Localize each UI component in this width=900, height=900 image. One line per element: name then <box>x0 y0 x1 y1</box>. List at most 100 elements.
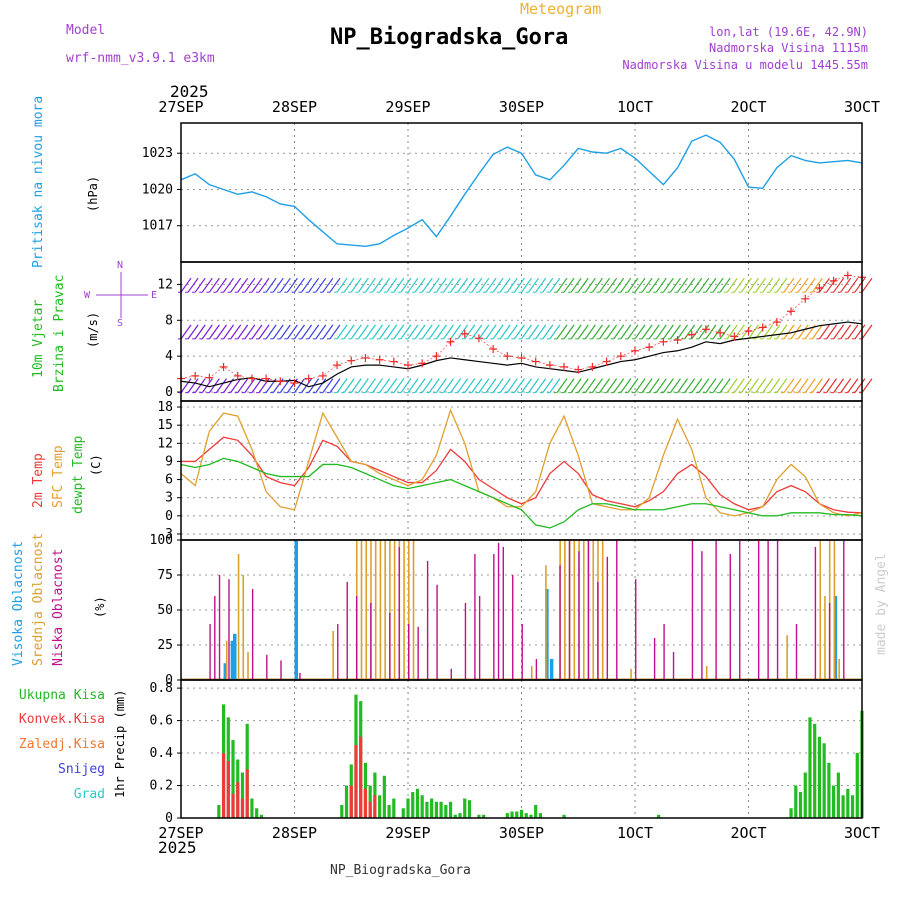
wind-barb <box>854 324 866 340</box>
precip-total-bar <box>808 717 812 818</box>
wind-barb <box>499 277 511 293</box>
wind-barb <box>450 277 462 293</box>
wind-barb <box>535 277 547 293</box>
wind-barb <box>833 378 845 394</box>
wind-barb <box>364 378 376 394</box>
wind-barb <box>513 324 525 340</box>
wind-barb <box>521 378 532 394</box>
low-cloud-bar <box>828 603 831 680</box>
legend-snow: Snijeg <box>58 762 105 777</box>
xtick-top: 3OCT <box>844 98 880 116</box>
wind-barb <box>719 378 731 394</box>
mid-cloud-bar <box>630 668 632 680</box>
precip-total-bar <box>467 800 472 818</box>
wind-barb <box>428 378 440 394</box>
wind-barb <box>215 277 227 293</box>
xtick-bottom: 28SEP <box>272 824 317 842</box>
wind-barb <box>187 378 199 394</box>
wind-barb <box>698 277 710 293</box>
wind-barb <box>294 378 305 394</box>
wind-barb <box>705 324 717 340</box>
wind-barb <box>769 277 781 293</box>
wind-barb <box>435 324 447 340</box>
wind-barb <box>577 378 589 394</box>
wind-barb <box>606 324 618 340</box>
wind-barb <box>861 378 873 394</box>
wind-barb <box>712 324 724 340</box>
wind-barb <box>272 277 284 293</box>
panel-0 <box>294 123 749 262</box>
mid-cloud-bar <box>824 596 826 680</box>
wind-barb <box>620 324 632 340</box>
wind-barb <box>762 277 774 293</box>
precip-total-bar <box>217 805 221 818</box>
wind-barb <box>244 378 256 394</box>
precip-total-bar <box>817 736 822 818</box>
wind-ylabel: (m/s) <box>86 312 100 348</box>
wind-barb <box>762 378 774 394</box>
wind-barb <box>613 277 625 293</box>
wind-barb <box>485 277 497 293</box>
mid-cloud-bar <box>819 540 822 680</box>
wind-barb <box>719 324 731 340</box>
wind-barb <box>726 277 738 293</box>
low-cloud-bar <box>417 626 419 680</box>
wind-barb <box>393 324 405 340</box>
precip-total-bar <box>510 811 514 818</box>
low-cloud-bar <box>478 596 481 680</box>
precip-total-bar <box>401 808 405 818</box>
ytick-label: 0 <box>165 673 173 688</box>
wind-barb <box>230 378 242 394</box>
wind-barb <box>400 324 412 340</box>
wind-compass: N S W E <box>84 260 157 329</box>
wind-barb <box>506 277 518 293</box>
mid-cloud-bar <box>601 540 604 680</box>
ytick-label: 0.8 <box>150 681 173 696</box>
precip-conv-bar <box>231 793 235 818</box>
low-cloud-bar <box>502 547 504 680</box>
wind-barb <box>854 378 866 394</box>
wind-barb <box>669 378 681 394</box>
low-cloud-bar <box>398 547 400 680</box>
wind-barb <box>244 277 256 293</box>
precip-total-bar <box>378 795 382 818</box>
wind-barb <box>421 277 433 293</box>
wind-barb <box>315 277 327 293</box>
wind-barb <box>733 378 745 394</box>
ytick-label: 4 <box>165 349 173 364</box>
precip-total-bar <box>434 801 438 818</box>
wind-barb <box>315 324 327 340</box>
panel-frame <box>180 122 863 263</box>
mid-cloud-bar <box>582 540 585 680</box>
precip-conv-bar <box>236 782 240 818</box>
mid-cloud-bar <box>833 540 836 680</box>
wind-barb <box>818 324 830 340</box>
mid-cloud-bar <box>403 540 405 680</box>
wind-barb <box>669 324 681 340</box>
mid-cloud-bar <box>573 540 576 680</box>
xtick-top: 2OCT <box>730 98 766 116</box>
wind-barb <box>379 378 391 394</box>
ytick-label: 0.2 <box>150 779 173 794</box>
mid-cloud-bar <box>786 635 788 680</box>
wind-barb <box>450 378 462 394</box>
low-cloud-bar <box>606 556 609 680</box>
year-bottom: 2025 <box>158 838 197 857</box>
wind-barb <box>499 378 511 394</box>
xtick-bottom: 1OCT <box>617 824 653 842</box>
wind-barb <box>492 277 504 293</box>
wind-barb <box>180 378 192 394</box>
wind-barb <box>521 324 532 340</box>
wind-barb <box>528 277 540 293</box>
station-title: NP_Biogradska_Gora <box>330 25 568 50</box>
mid-cloud-bar <box>384 540 386 680</box>
wind-barb <box>528 378 540 394</box>
panel-2 <box>294 401 749 540</box>
wind-barb <box>620 277 632 293</box>
compass-w: W <box>84 290 91 301</box>
mid-cloud-bar <box>545 565 547 680</box>
wind-barb <box>478 277 490 293</box>
wind-barb <box>329 277 341 293</box>
legend-total: Ukupna Kisa <box>19 688 105 703</box>
wind-barb <box>577 324 589 340</box>
